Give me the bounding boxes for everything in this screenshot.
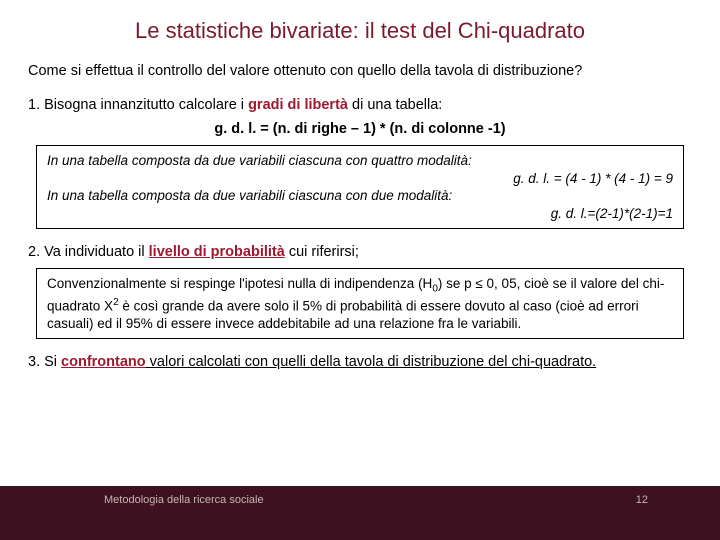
- step-3-suffix: valori calcolati con quelli della tavola…: [146, 354, 597, 370]
- box2-part-a: Convenzionalmente si respinge l'ipotesi …: [47, 276, 432, 291]
- footer-bar: Metodologia della ricerca sociale 12: [0, 486, 720, 540]
- step-2: 2. Va individuato il livello di probabil…: [28, 243, 692, 262]
- example-box-2: Convenzionalmente si respinge l'ipotesi …: [36, 268, 684, 339]
- step-1-highlight: gradi di libertà: [248, 97, 348, 113]
- box2-part-c: è così grande da avere solo il 5% di pro…: [47, 298, 639, 331]
- step-2-highlight: livello di probabilità: [149, 244, 285, 260]
- step-3-prefix: 3. Si: [28, 354, 61, 370]
- box1-result2: g. d. l.=(2-1)*(2-1)=1: [47, 205, 673, 223]
- slide-title: Le statistiche bivariate: il test del Ch…: [28, 18, 692, 44]
- page-number: 12: [636, 494, 648, 506]
- step-3-highlight: confrontano: [61, 354, 146, 370]
- gdl-formula: g. d. l. = (n. di righe – 1) * (n. di co…: [28, 121, 692, 137]
- box1-line1: In una tabella composta da due variabili…: [47, 152, 673, 170]
- step-1: 1. Bisogna innanzitutto calcolare i grad…: [28, 96, 692, 115]
- step-3: 3. Si confrontano valori calcolati con q…: [28, 353, 692, 372]
- step-2-prefix: 2. Va individuato il: [28, 244, 149, 260]
- footer-label: Metodologia della ricerca sociale: [104, 494, 264, 506]
- intro-text: Come si effettua il controllo del valore…: [28, 62, 692, 80]
- box1-line2: In una tabella composta da due variabili…: [47, 187, 673, 205]
- slide: Le statistiche bivariate: il test del Ch…: [0, 0, 720, 540]
- step-1-prefix: 1. Bisogna innanzitutto calcolare i: [28, 97, 248, 113]
- example-box-1: In una tabella composta da due variabili…: [36, 145, 684, 229]
- box1-result1: g. d. l. = (4 - 1) * (4 - 1) = 9: [47, 170, 673, 188]
- step-1-suffix: di una tabella:: [348, 97, 442, 113]
- step-2-suffix: cui riferirsi;: [285, 244, 359, 260]
